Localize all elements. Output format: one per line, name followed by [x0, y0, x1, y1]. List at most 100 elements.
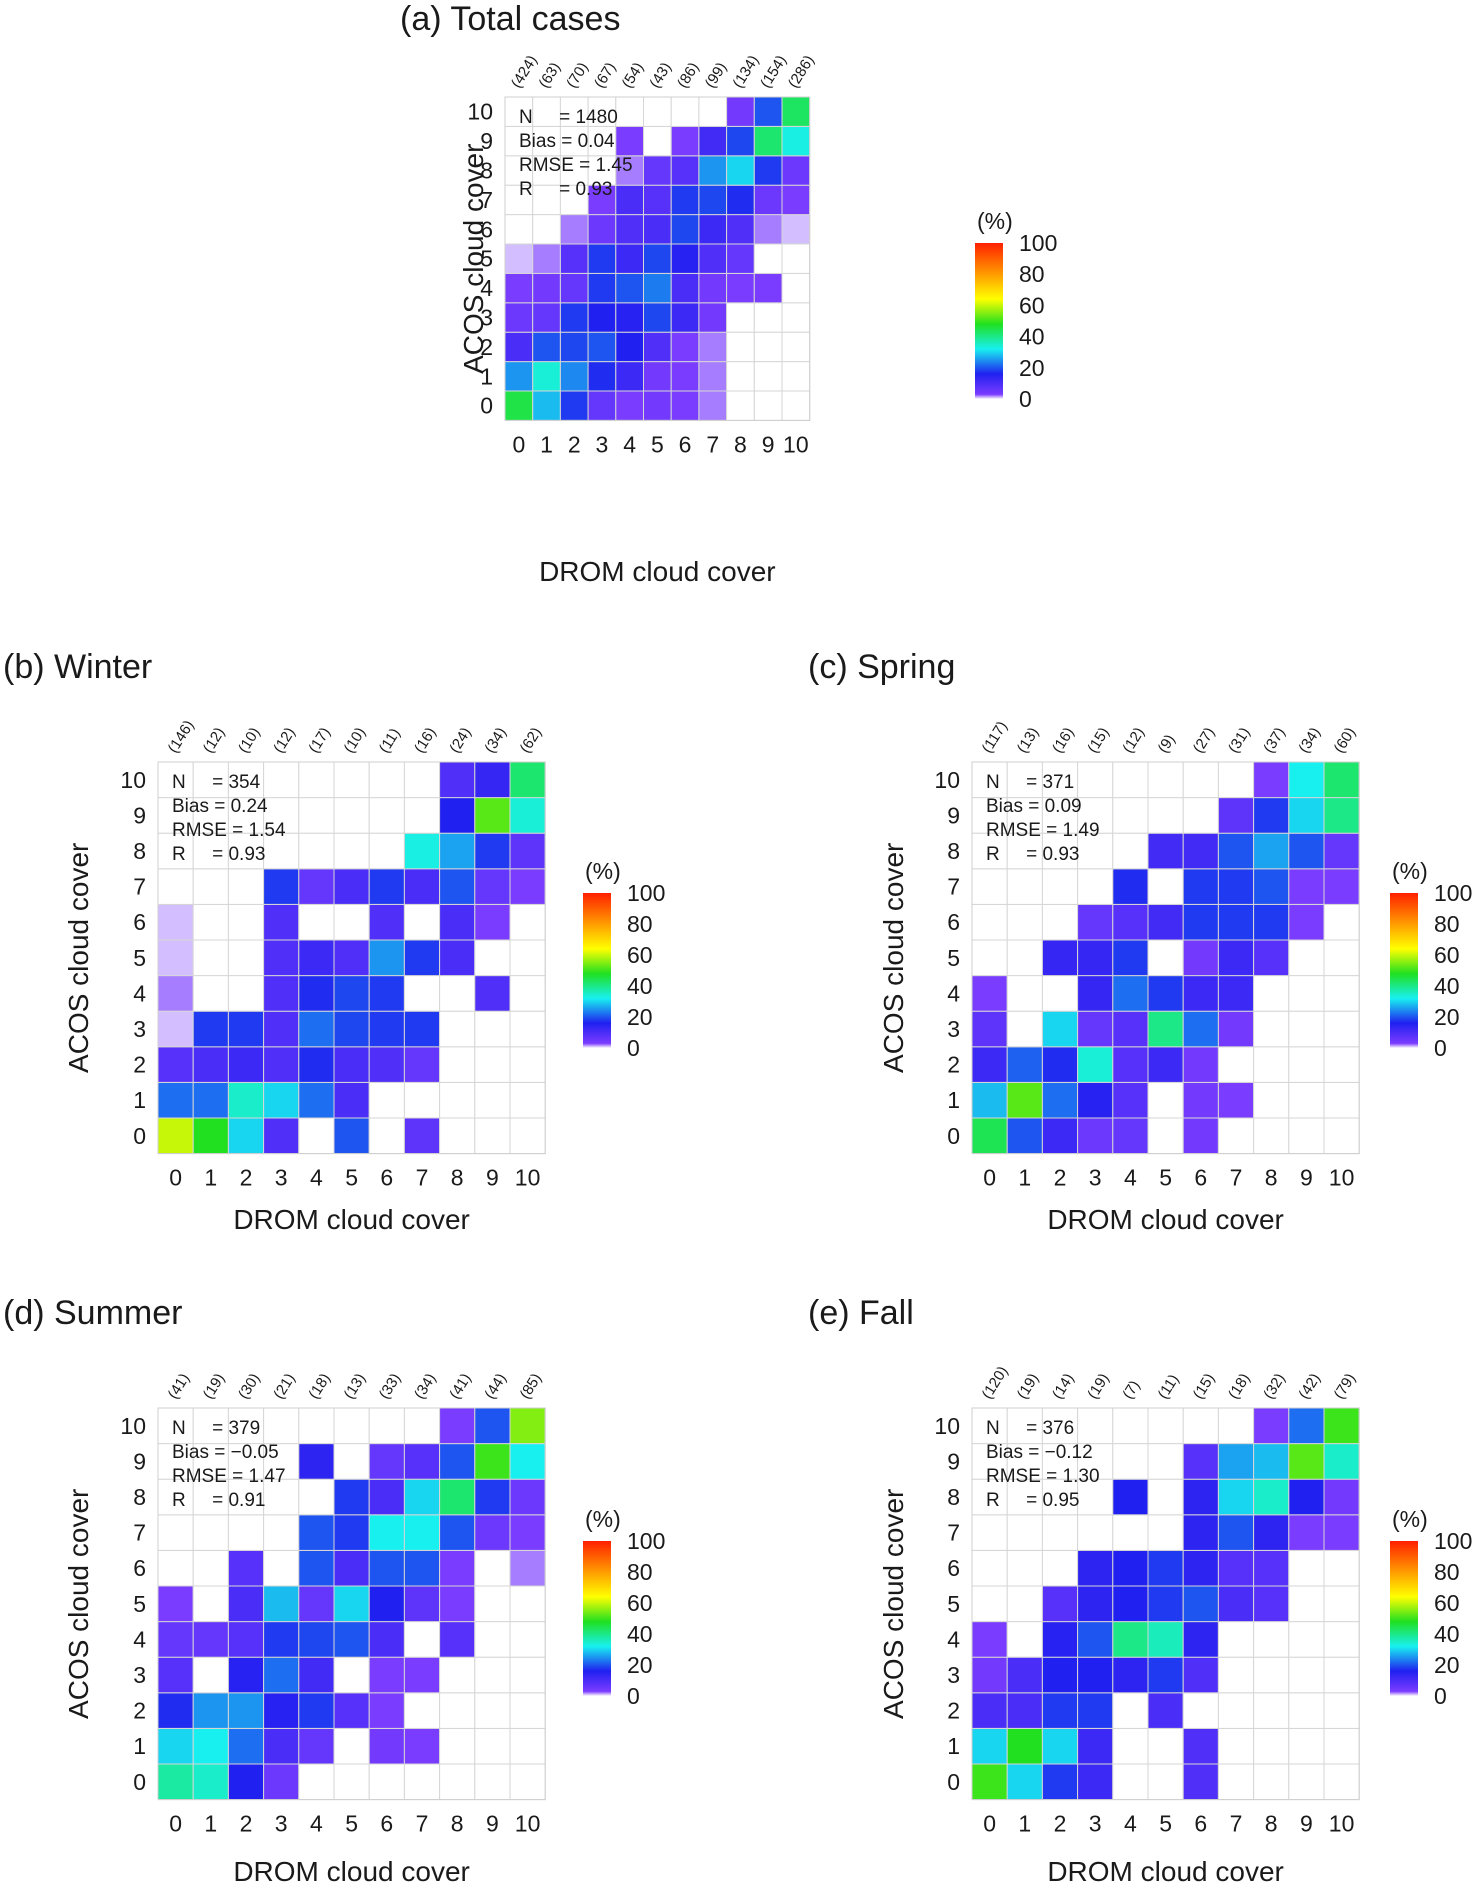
- heatmap-cell: [587, 302, 617, 333]
- x-tick-label: 0: [169, 1165, 182, 1191]
- y-tick-label: 7: [133, 1520, 146, 1546]
- heatmap-cell: [753, 184, 783, 216]
- heatmap-cell: [333, 1514, 370, 1551]
- x-tick-label: 6: [380, 1811, 393, 1837]
- heatmap-cell: [227, 1621, 265, 1658]
- heatmap-cell: [1077, 903, 1114, 941]
- stat-line: R = 0.93: [172, 844, 265, 865]
- x-axis-label: DROM cloud cover: [539, 556, 776, 587]
- heatmap-cell: [1182, 1656, 1219, 1694]
- column-count-label: (79): [1331, 1370, 1360, 1402]
- panel-title: (e) Fall: [808, 1294, 914, 1332]
- heatmap-cell: [643, 331, 672, 363]
- heatmap-cell: [1253, 1478, 1290, 1516]
- heatmap-cell: [1077, 1549, 1114, 1587]
- heatmap-panel-3: (d) Summer(41) (19) (30) (21) (18) (13) (33) (3…: [3, 1294, 665, 1887]
- heatmap-cell: [157, 1514, 194, 1551]
- heatmap-cell: [439, 797, 476, 834]
- column-count-label: (18): [1225, 1370, 1254, 1402]
- heatmap-cell: [1041, 1010, 1079, 1048]
- y-tick-label: 3: [133, 1016, 146, 1042]
- y-tick-label: 9: [947, 1448, 960, 1474]
- heatmap-cell: [157, 1656, 194, 1694]
- heatmap-cell: [368, 1010, 405, 1048]
- heatmap-cell: [439, 1407, 476, 1445]
- heatmap-cell: [1288, 939, 1325, 977]
- heatmap-cell: [615, 243, 644, 274]
- y-tick-label: 8: [947, 1484, 960, 1510]
- y-tick-label: 3: [480, 305, 493, 331]
- stat-line: N = 1480: [519, 107, 618, 128]
- heatmap-cell: [403, 1549, 441, 1587]
- column-count-label: (85): [517, 1370, 546, 1402]
- heatmap-cell: [670, 390, 700, 421]
- y-tick-label: 10: [934, 767, 960, 793]
- colorbar-tick-label: 40: [627, 973, 653, 999]
- heatmap-cell: [1077, 1763, 1114, 1801]
- heatmap-cell: [403, 975, 441, 1012]
- heatmap-panel-2: (c) Spring(117) (13) (16) (15) (12) (9) (27) (3…: [808, 648, 1472, 1235]
- stat-line: N = 379: [172, 1418, 260, 1439]
- heatmap-cell: [670, 243, 700, 274]
- x-tick-label: 3: [1089, 1165, 1102, 1191]
- heatmap-cell: [509, 832, 546, 870]
- heatmap-cell: [509, 1010, 546, 1048]
- heatmap-cell: [1147, 1763, 1184, 1801]
- y-tick-label: 8: [480, 158, 493, 184]
- heatmap-cell: [157, 1585, 194, 1623]
- y-tick-label: 10: [467, 99, 493, 125]
- x-tick-label: 5: [345, 1811, 358, 1837]
- y-tick-label: 2: [947, 1052, 960, 1078]
- y-tick-label: 3: [947, 1016, 960, 1042]
- colorbar-gradient: [583, 1541, 611, 1696]
- heatmap-cell: [509, 1692, 546, 1729]
- heatmap-cell: [615, 155, 644, 186]
- heatmap-cell: [1182, 1117, 1219, 1155]
- column-count-label: (12): [1119, 724, 1148, 756]
- colorbar-gradient: [1390, 1541, 1418, 1696]
- x-tick-label: 7: [706, 431, 719, 457]
- heatmap-cell: [403, 939, 441, 977]
- heatmap-cell: [971, 1514, 1008, 1551]
- x-tick-label: 0: [983, 1165, 996, 1191]
- heatmap-cell: [403, 1081, 441, 1119]
- x-tick-label: 3: [596, 431, 609, 457]
- heatmap-cell: [726, 96, 755, 127]
- heatmap-cell: [1041, 1763, 1079, 1801]
- heatmap-cell: [298, 1010, 335, 1048]
- heatmap-cell: [1253, 1117, 1290, 1155]
- x-tick-label: 10: [515, 1165, 541, 1191]
- column-count-label: (62): [517, 724, 546, 756]
- heatmap-cell: [403, 1117, 441, 1155]
- heatmap-cell: [263, 1549, 300, 1587]
- heatmap-cell: [1217, 868, 1255, 905]
- heatmap-cell: [971, 1081, 1008, 1119]
- x-tick-label: 4: [310, 1165, 323, 1191]
- heatmap-cell: [1147, 1727, 1184, 1765]
- x-tick-label: 3: [1089, 1811, 1102, 1837]
- colorbar: (%) 0 20 40 60 80 100: [1390, 858, 1472, 1061]
- colorbar-tick-label: 80: [627, 1559, 653, 1585]
- heatmap-cell: [263, 1514, 300, 1551]
- heatmap-cell: [643, 361, 672, 392]
- y-tick-label: 0: [133, 1769, 146, 1795]
- heatmap-cell: [227, 1407, 265, 1445]
- heatmap-cell: [192, 868, 229, 905]
- heatmap-cell: [333, 1585, 370, 1623]
- column-count-label: (99): [702, 59, 731, 91]
- heatmap-cell: [1112, 1514, 1149, 1551]
- y-tick-label: 2: [480, 334, 493, 360]
- heatmap-cell: [157, 1478, 194, 1516]
- y-tick-label: 10: [934, 1413, 960, 1439]
- heatmap-cell: [615, 302, 644, 333]
- column-count-label: (34): [481, 724, 510, 756]
- heatmap-cell: [753, 214, 783, 245]
- heatmap-cell: [192, 1585, 229, 1623]
- heatmap-cell: [1217, 832, 1255, 870]
- heatmap-cell: [1288, 1727, 1325, 1765]
- heatmap-cell: [298, 832, 335, 870]
- heatmap-cell: [1323, 1763, 1360, 1801]
- heatmap-cell: [368, 1514, 405, 1551]
- heatmap-cell: [1253, 939, 1290, 977]
- heatmap-cell: [753, 96, 783, 127]
